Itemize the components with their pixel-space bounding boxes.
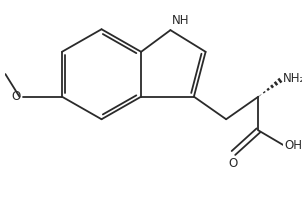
- Text: NH: NH: [172, 14, 189, 27]
- Text: O: O: [228, 157, 237, 170]
- Text: NH₂: NH₂: [283, 72, 302, 85]
- Text: OH: OH: [285, 139, 302, 152]
- Text: O: O: [11, 90, 21, 103]
